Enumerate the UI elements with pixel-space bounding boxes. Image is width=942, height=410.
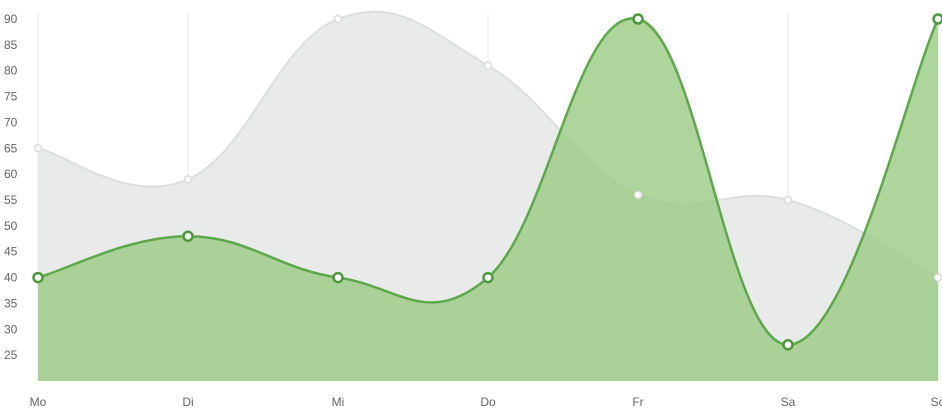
series-1-point-Fr (632, 13, 644, 25)
y-tick-label-90: 90 (4, 12, 18, 26)
x-tick-label-Fr: Fr (632, 395, 643, 409)
series-0-point-Di (183, 175, 193, 184)
series-1-point-Do (482, 271, 494, 284)
points-layer (32, 13, 942, 351)
y-tick-label-40: 40 (4, 271, 18, 285)
series-0-point-Mi (333, 14, 343, 24)
series-1-area (38, 18, 938, 381)
y-tick-label-35: 35 (4, 296, 18, 310)
y-axis: 25 30 35 40 45 50 55 60 65 70 75 80 85 90 (4, 12, 18, 362)
y-tick-label-80: 80 (4, 64, 18, 78)
series-1-point-Mi (332, 271, 344, 284)
series-0-point-Do (483, 61, 493, 70)
y-tick-label-85: 85 (4, 38, 18, 52)
y-tick-label-25: 25 (4, 348, 18, 362)
y-tick-label-50: 50 (4, 219, 18, 233)
x-tick-label-Do: Do (480, 395, 496, 409)
y-tick-label-45: 45 (4, 245, 18, 259)
x-tick-label-Mi: Mi (332, 395, 345, 409)
y-tick-label-30: 30 (4, 322, 18, 336)
series-0-point-Sa (783, 195, 793, 205)
series-0-point-Fr (633, 190, 643, 200)
series-1-point-Mo (32, 271, 44, 284)
series-1-point-So (932, 13, 942, 25)
y-tick-label-55: 55 (4, 193, 18, 207)
series-1-point-Sa (782, 339, 794, 351)
y-tick-label-75: 75 (4, 90, 18, 104)
x-tick-label-Mo: Mo (30, 395, 47, 409)
x-axis: Mo Di Mi Do Fr Sa So (30, 395, 942, 409)
series-1-line (37, 17, 940, 347)
x-tick-label-Di: Di (182, 395, 193, 409)
series-0-point-So (933, 273, 942, 282)
x-tick-label-So: So (931, 395, 942, 409)
y-tick-label-70: 70 (4, 115, 18, 129)
x-tick-label-Sa: Sa (781, 395, 796, 409)
series-1-point-Di (182, 230, 194, 242)
y-tick-label-60: 60 (4, 167, 18, 181)
series-0-point-Mo (33, 144, 43, 153)
y-tick-label-65: 65 (4, 141, 18, 155)
